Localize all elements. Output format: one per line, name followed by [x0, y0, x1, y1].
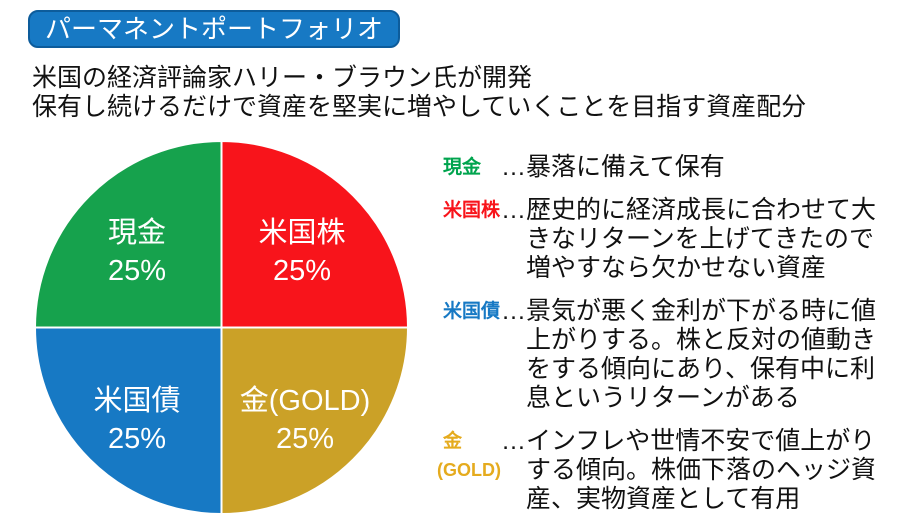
legend-row-us-bonds: 米国債 …景気が悪く金利が下がる時に値 上がりする。株と反対の値動き をする傾向… [443, 297, 893, 413]
legend-term-us-stocks: 米国株 [443, 200, 501, 221]
pie-slice-gold [220, 326, 410, 516]
legend: 現金 …暴落に備えて保有 米国株 …歴史的に経済成長に合わせて大 きなリターンを… [437, 153, 893, 528]
legend-desc-us-bonds: …景気が悪く金利が下がる時に値 上がりする。株と反対の値動き をする傾向にあり、… [501, 297, 877, 412]
pie-label-us-bonds: 米国債 25% [93, 382, 180, 458]
legend-term-gold: 金 (GOLD) [437, 427, 501, 485]
pie-chart: 現金 25% 米国株 25% 米国債 25% 金(GOLD) 25% [33, 139, 410, 516]
pie-label-cash-pct: 25% [107, 255, 167, 287]
title-badge: パーマネントポートフォリオ [28, 10, 401, 48]
pie-label-us-bonds-name: 米国債 [93, 385, 181, 417]
legend-term-gold-kanji: 金 [443, 431, 463, 452]
legend-row-us-stocks: 米国株 …歴史的に経済成長に合わせて大 きなリターンを上げてきたので 増やすなら… [443, 196, 893, 283]
pie-label-gold-name: 金(GOLD) [239, 385, 371, 417]
legend-desc-us-stocks: …歴史的に経済成長に合わせて大 きなリターンを上げてきたので 増やすなら欠かせな… [501, 196, 877, 282]
pie-label-cash: 現金 25% [108, 214, 166, 290]
pie-svg [33, 139, 410, 516]
pie-slice-cash [33, 139, 223, 329]
pie-label-us-bonds-pct: 25% [107, 423, 167, 455]
intro-text: 米国の経済評論家ハリー・ブラウン氏が開発 保有し続けるだけで資産を堅実に増やして… [32, 64, 806, 122]
pie-slice-us-stocks [220, 139, 410, 329]
legend-desc-cash: …暴落に備えて保有 [501, 153, 725, 181]
pie-label-us-stocks: 米国株 25% [258, 214, 345, 290]
pie-slice-us-bonds [33, 326, 223, 516]
legend-term-cash: 現金 [443, 157, 482, 178]
pie-label-us-stocks-pct: 25% [272, 255, 332, 287]
pie-label-gold: 金(GOLD) 25% [240, 382, 371, 458]
legend-term-gold-sub: (GOLD) [437, 460, 501, 480]
intro-line-1: 米国の経済評論家ハリー・ブラウン氏が開発 [32, 64, 533, 92]
legend-row-gold: 金 (GOLD) …インフレや世情不安で値上がり する傾向。株価下落のヘッジ資 … [437, 427, 893, 514]
pie-label-cash-name: 現金 [107, 217, 167, 249]
pie-label-gold-pct: 25% [275, 423, 335, 455]
legend-term-us-bonds: 米国債 [443, 301, 501, 322]
pie-label-us-stocks-name: 米国株 [258, 217, 346, 249]
legend-row-cash: 現金 …暴落に備えて保有 [443, 153, 893, 182]
intro-line-2: 保有し続けるだけで資産を堅実に増やしていくことを目指す資産配分 [32, 93, 807, 121]
legend-desc-gold: …インフレや世情不安で値上がり する傾向。株価下落のヘッジ資 産、実物資産として… [501, 427, 877, 513]
